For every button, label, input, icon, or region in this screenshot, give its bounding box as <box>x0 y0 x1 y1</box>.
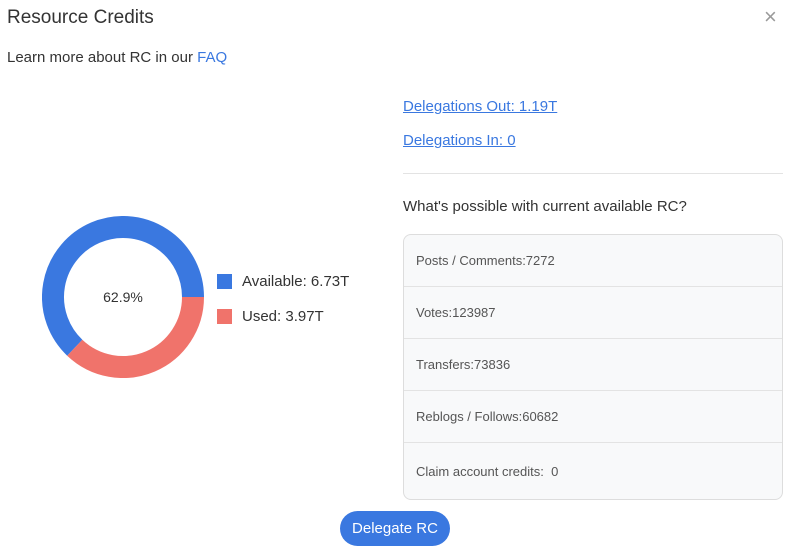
chart-legend: Available: 6.73T Used: 3.97T <box>217 272 349 342</box>
delegate-rc-button[interactable]: Delegate RC <box>340 511 450 546</box>
legend-swatch-used <box>217 309 232 324</box>
dialog-title: Resource Credits <box>7 7 154 28</box>
rc-donut-svg <box>42 216 204 378</box>
delegations-out-link[interactable]: Delegations Out: 1.19T <box>403 98 558 115</box>
possible-row-claim-accounts: Claim account credits: 0 <box>416 463 559 479</box>
donut-segment-used <box>67 296 204 378</box>
possible-heading: What's possible with current available R… <box>403 198 687 215</box>
rc-donut-chart: 62.9% <box>42 216 204 378</box>
legend-label-available: Available: 6.73T <box>242 273 350 290</box>
possible-row-posts: Posts / Comments:7272 <box>404 235 782 287</box>
possible-row-transfers: Transfers:73836 <box>404 339 782 391</box>
divider <box>403 173 783 174</box>
learn-more-label: Learn more about RC in our <box>7 49 198 66</box>
donut-center-label: 62.9% <box>103 289 143 305</box>
close-icon[interactable]: × <box>764 4 777 29</box>
learn-more-text: Learn more about RC in our FAQ <box>7 49 227 66</box>
legend-item-available: Available: 6.73T <box>217 272 349 291</box>
legend-item-used: Used: 3.97T <box>217 307 349 326</box>
faq-link[interactable]: FAQ <box>197 49 228 66</box>
delegations-in-link[interactable]: Delegations In: 0 <box>403 132 516 149</box>
legend-swatch-available <box>217 274 232 289</box>
legend-label-used: Used: 3.97T <box>242 308 324 325</box>
possible-panel: Posts / Comments:7272 Votes:123987 Trans… <box>403 234 783 500</box>
possible-row-votes: Votes:123987 <box>404 287 782 339</box>
donut-segment-available <box>42 216 204 356</box>
possible-row-reblogs: Reblogs / Follows:60682 <box>404 391 782 443</box>
